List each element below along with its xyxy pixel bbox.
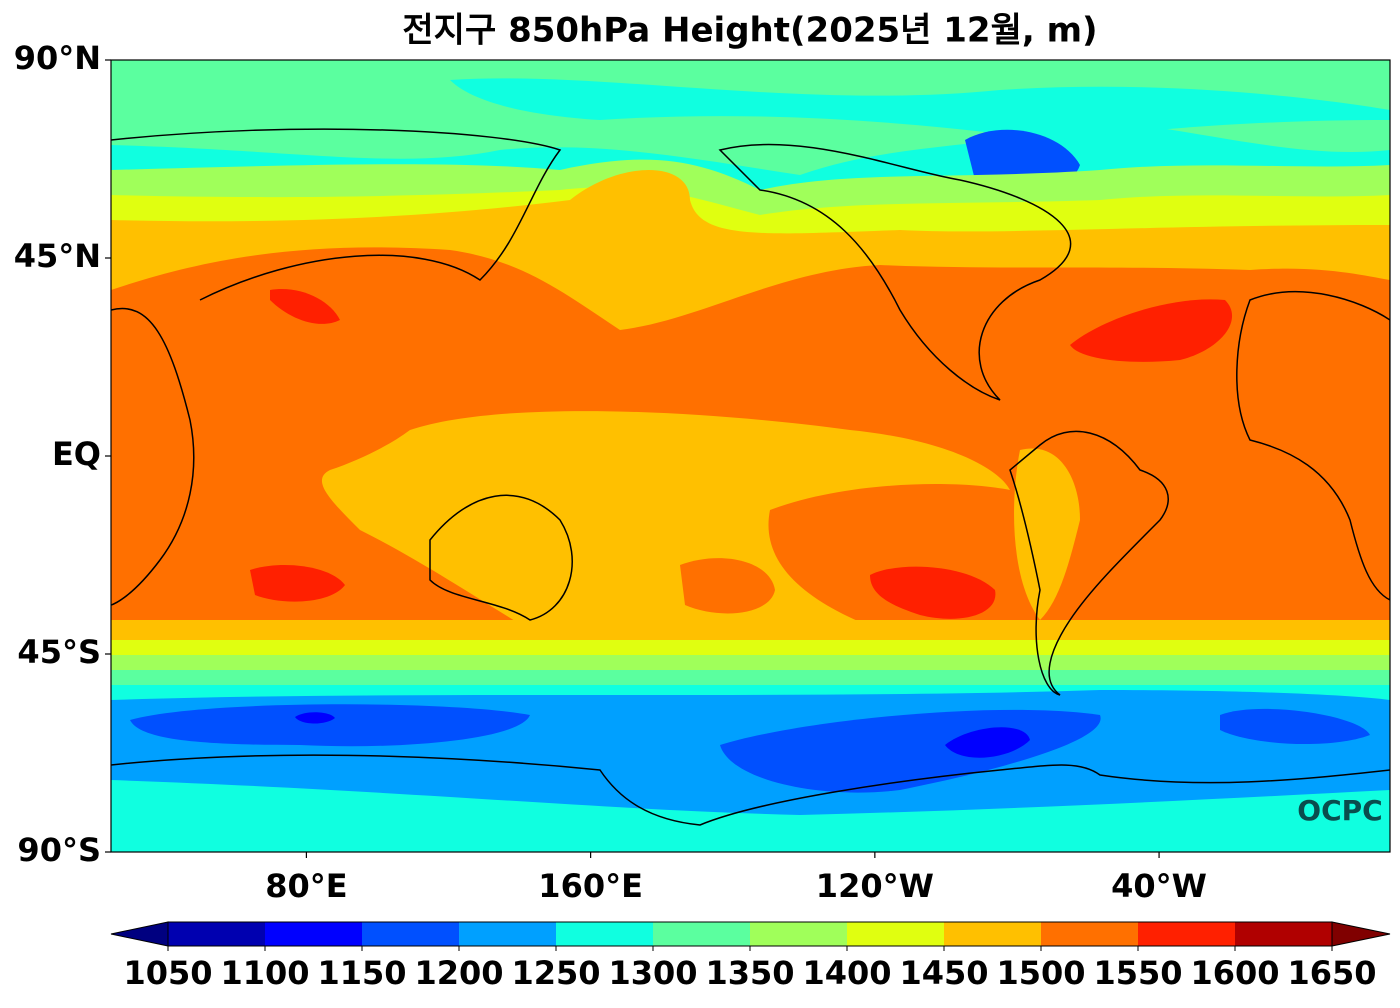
colorbar-box <box>362 922 459 946</box>
colorbar-label: 1200 <box>414 954 503 992</box>
contour-fill <box>111 670 1390 685</box>
coastline <box>718 143 1072 401</box>
contour-fill <box>111 640 1390 655</box>
contour-fill <box>295 712 335 724</box>
contour-fill <box>250 565 345 602</box>
colorbar-box <box>1235 922 1332 946</box>
colorbar-label: 1050 <box>123 954 212 992</box>
contour-fill <box>130 704 530 747</box>
colorbar-label: 1250 <box>511 954 600 992</box>
contour-fill <box>111 655 1390 670</box>
coastline <box>1009 430 1169 696</box>
colorbar-label: 1550 <box>1093 954 1182 992</box>
contour-fill <box>870 566 996 619</box>
contour-fill <box>111 620 1390 640</box>
colorbar-label: 1500 <box>996 954 1085 992</box>
y-tick-label: EQ <box>52 435 101 473</box>
coastline <box>111 128 562 301</box>
colorbar-label: 1450 <box>899 954 988 992</box>
x-tick-label: 120°W <box>816 867 934 905</box>
y-tick-label: 45°N <box>14 237 101 275</box>
y-tick-label: 45°S <box>17 633 101 671</box>
contour-fill <box>1070 299 1233 362</box>
colorbar-box <box>459 922 556 946</box>
contour-fill <box>270 289 340 324</box>
colorbar-label: 1350 <box>705 954 794 992</box>
colorbar-box <box>1138 922 1235 946</box>
y-tick-label: 90°N <box>14 39 101 77</box>
colorbar-box <box>847 922 944 946</box>
colorbar-label: 1600 <box>1190 954 1279 992</box>
x-tick-label: 80°E <box>265 867 347 905</box>
contour-fill <box>945 727 1030 758</box>
colorbar-over <box>1331 921 1391 947</box>
colorbar-box <box>1041 922 1138 946</box>
colorbar-box <box>556 922 653 946</box>
colorbar-box <box>944 922 1041 946</box>
colorbar-label: 1150 <box>317 954 406 992</box>
contour-fill <box>680 558 775 614</box>
logo: OCPC <box>1297 794 1382 827</box>
colorbar-label: 1300 <box>608 954 697 992</box>
contour-fill <box>1220 708 1370 745</box>
colorbar-box <box>750 922 847 946</box>
height-field <box>111 60 1390 852</box>
colorbar-label: 1400 <box>802 954 891 992</box>
colorbar-box <box>168 922 265 946</box>
colorbar-box <box>265 922 362 946</box>
title: 전지구 850hPa Height(2025년 12월, m) <box>402 11 1097 51</box>
coastline <box>1236 290 1390 601</box>
x-tick-label: 40°W <box>1111 867 1207 905</box>
contour-fill <box>1014 448 1080 620</box>
colorbar-under <box>110 921 169 947</box>
contour-fill <box>450 78 1390 140</box>
coastline <box>111 754 1390 826</box>
contour-fill <box>321 411 1010 630</box>
colorbar-label: 1650 <box>1287 954 1376 992</box>
x-tick-label: 160°E <box>538 867 643 905</box>
coastline <box>111 307 195 606</box>
colorbar-label: 1100 <box>220 954 309 992</box>
y-tick-label: 90°S <box>17 831 101 869</box>
coastline <box>429 494 573 621</box>
colorbar-box <box>653 922 750 946</box>
